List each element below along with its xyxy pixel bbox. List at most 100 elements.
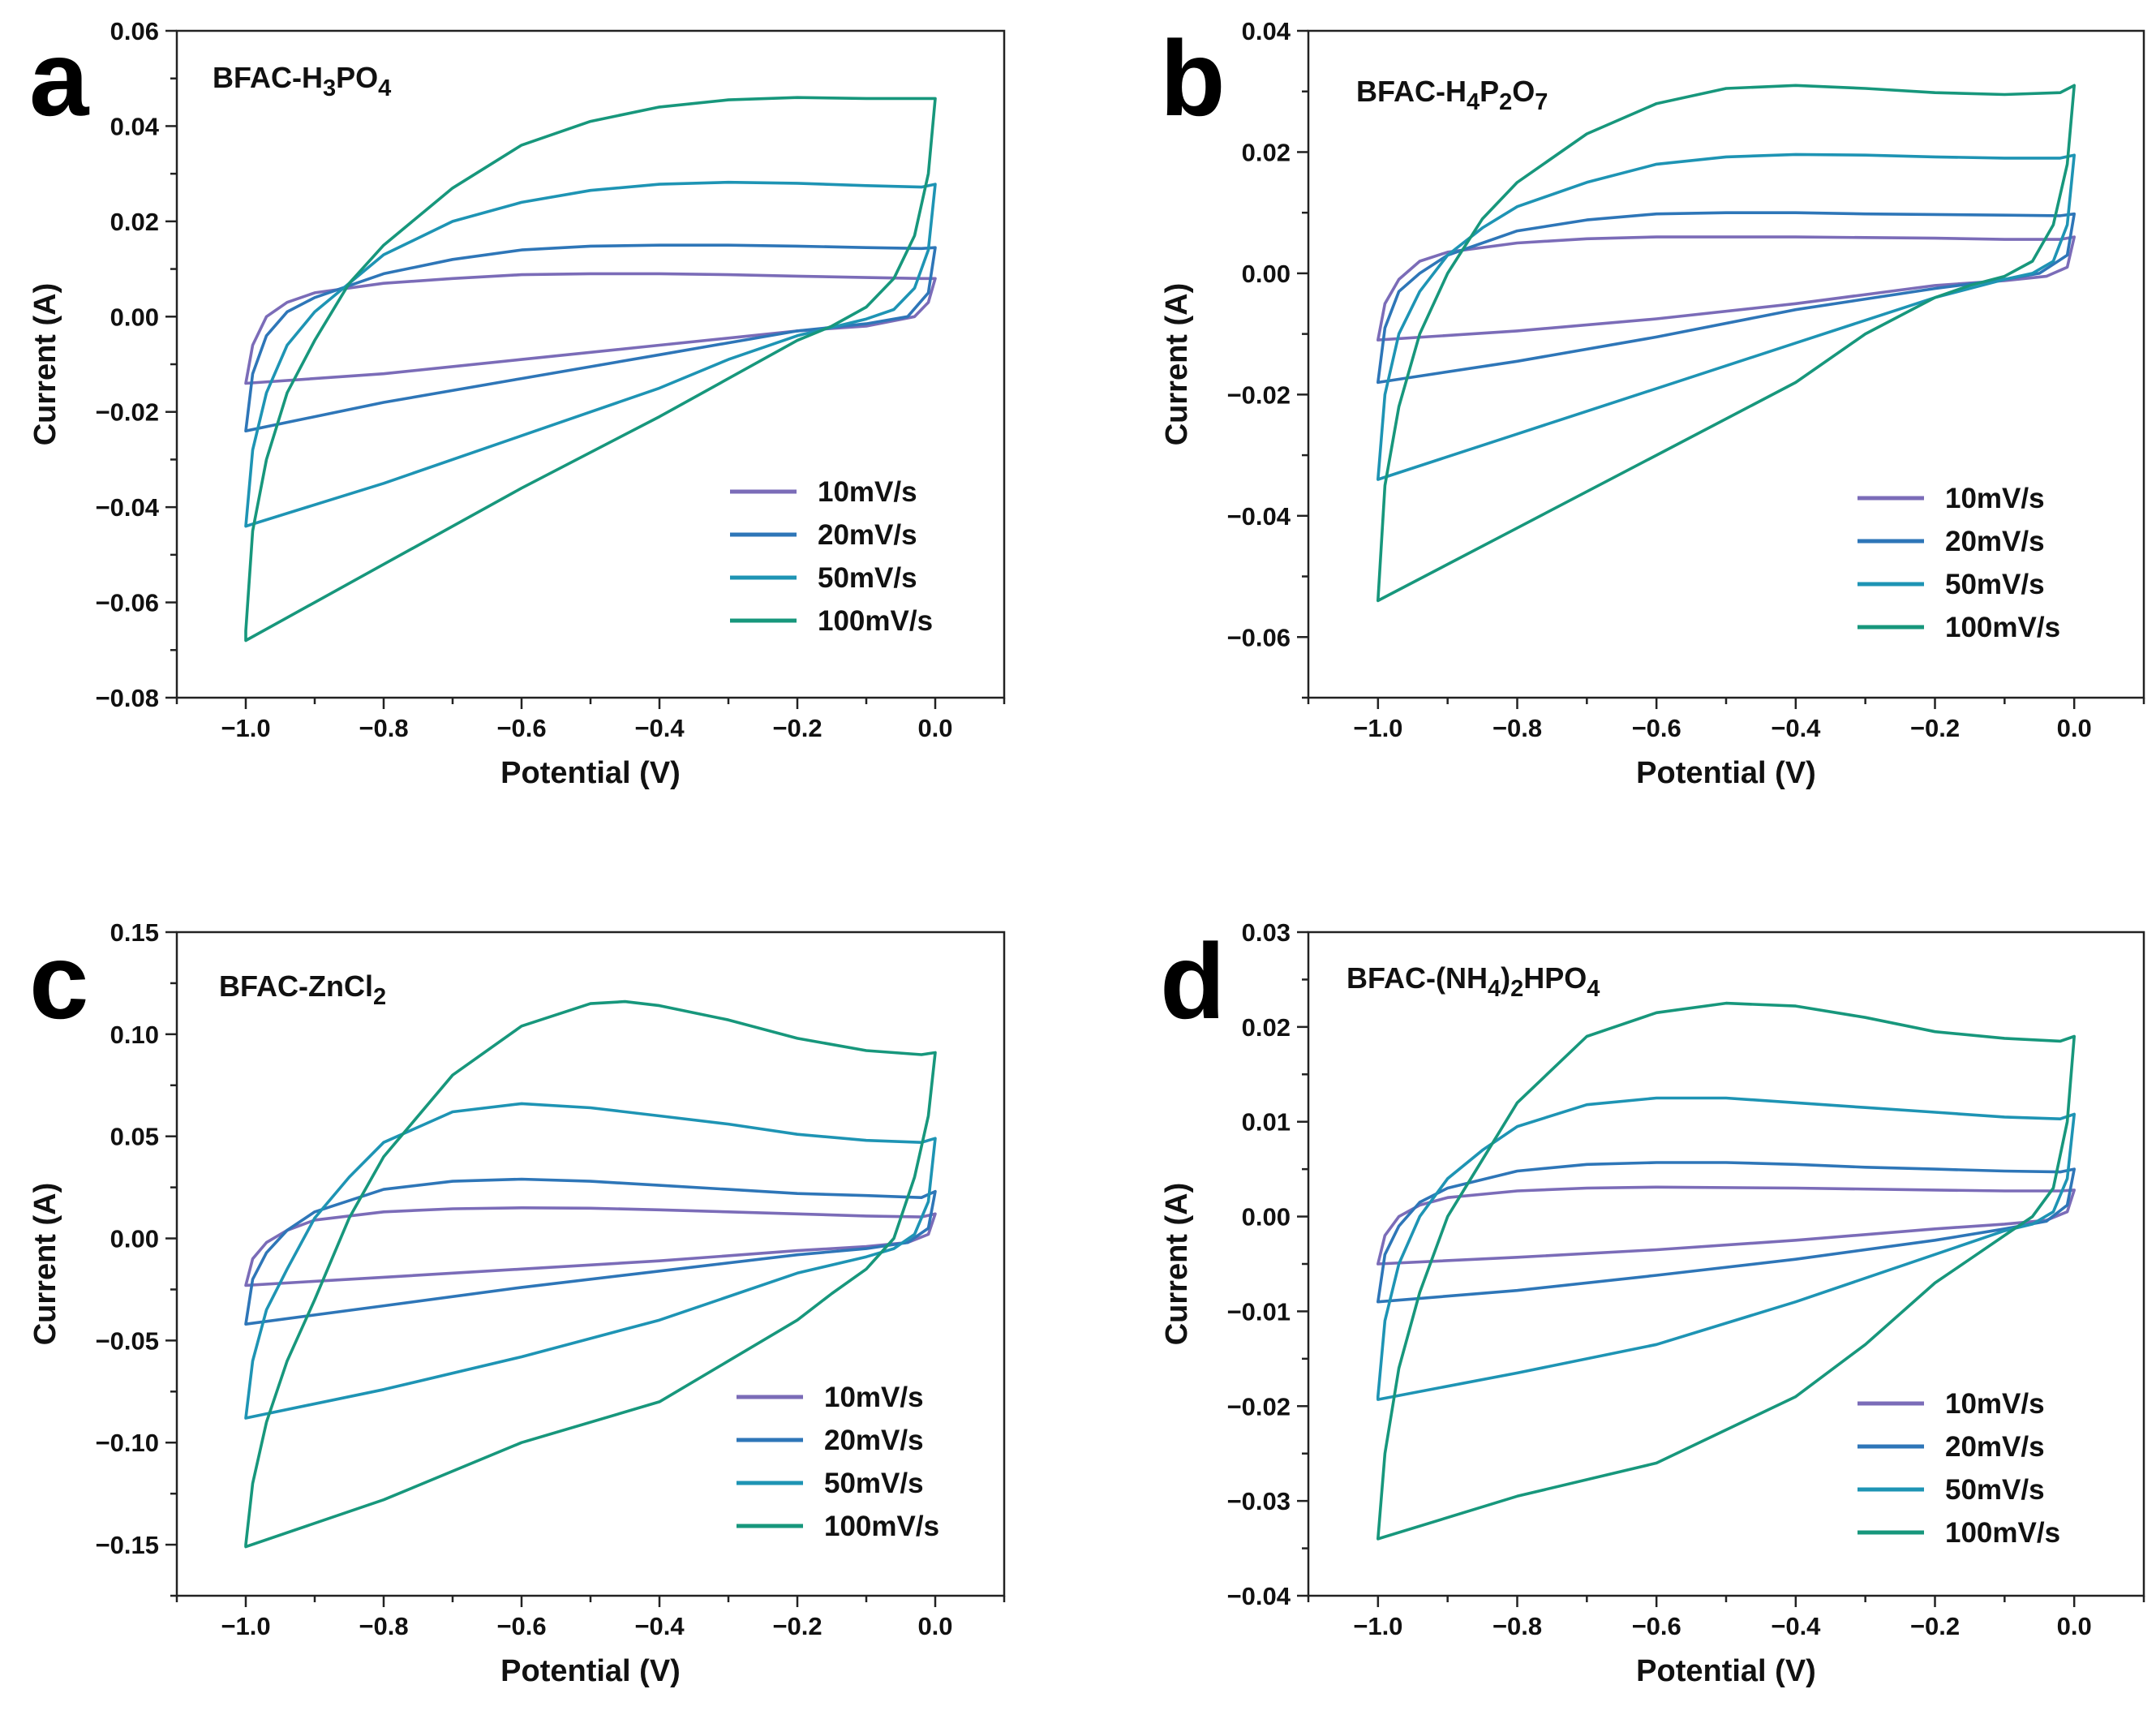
legend-label: 20mV/s (824, 1425, 924, 1456)
panel-letter: d (1160, 922, 1226, 1041)
x-axis-title: Potential (V) (500, 756, 681, 790)
x-tick-label: −0.8 (1492, 1612, 1542, 1640)
y-axis-title: Current (A) (28, 283, 62, 446)
legend-label: 20mV/s (818, 519, 917, 551)
x-tick-label: −0.4 (634, 714, 685, 742)
cv-curve-10mV-s (244, 1206, 937, 1287)
y-tick-label: 0.01 (1242, 1108, 1291, 1137)
panel-d: −1.0 −0.8 −0.6 −0.4 −0.2 0.0 −0.04 −0.03 −0.02 −0… (1160, 918, 2145, 1688)
title-segment: BFAC-(NH (1346, 961, 1488, 995)
cv-curve-100mV-s (244, 999, 937, 1549)
y-tick-label: 0.03 (1242, 918, 1291, 947)
title-subscript: 7 (1535, 89, 1548, 115)
y-tick-label: 0.06 (110, 17, 159, 45)
legend-label: 50mV/s (818, 562, 917, 594)
y-axis-title: Current (A) (1160, 283, 1194, 446)
chart-title: BFAC-H3PO4 (213, 61, 391, 101)
y-tick-label: −0.04 (1227, 1582, 1291, 1610)
cv-curve-100mV-s (1376, 84, 2076, 603)
y-tick-label: −0.04 (96, 493, 160, 522)
legend-label: 50mV/s (824, 1468, 924, 1499)
y-tick-label: 0.10 (110, 1021, 159, 1049)
y-tick-label: −0.04 (1227, 502, 1291, 531)
x-tick-label: −1.0 (221, 714, 270, 742)
x-tick-label: −0.4 (634, 1612, 685, 1640)
y-tick-label: −0.02 (1227, 1392, 1291, 1421)
y-tick-label: −0.05 (96, 1326, 159, 1355)
y-tick-label: 0.15 (110, 918, 159, 947)
cv-curve-100mV-s (244, 96, 937, 643)
legend-label: 50mV/s (1945, 569, 2045, 600)
y-tick-label: 0.00 (1242, 260, 1291, 288)
y-tick-label: 0.02 (1242, 1013, 1291, 1042)
legend: 10mV/s 20mV/s 50mV/s 100mV/s (737, 1382, 939, 1542)
x-tick-label: −0.2 (1910, 1612, 1960, 1640)
legend-label: 20mV/s (1945, 1431, 2045, 1463)
x-tick-label: −0.6 (1632, 1612, 1681, 1640)
legend-label: 10mV/s (1945, 483, 2045, 514)
x-tick-label: −1.0 (221, 1612, 270, 1640)
title-segment: BFAC-ZnCl (219, 969, 373, 1003)
title-subscript: 2 (1510, 976, 1523, 1002)
y-tick-label: −0.15 (96, 1531, 159, 1559)
x-axis-title: Potential (V) (1636, 756, 1816, 790)
x-tick-label: −0.2 (772, 1612, 822, 1640)
y-tick-label: 0.04 (1242, 17, 1291, 45)
x-tick-label: 0.0 (2057, 1612, 2092, 1640)
y-tick-label: 0.00 (110, 1225, 159, 1253)
title-subscript: 4 (378, 75, 391, 101)
y-tick-label: −0.03 (1227, 1487, 1291, 1515)
legend-label: 100mV/s (824, 1511, 939, 1542)
y-tick-label: 0.02 (110, 208, 159, 236)
legend-label: 20mV/s (1945, 526, 2045, 557)
legend-label: 100mV/s (818, 605, 933, 637)
legend-label: 10mV/s (824, 1382, 924, 1413)
y-tick-label: −0.06 (96, 589, 159, 617)
title-subscript: 4 (1488, 976, 1501, 1002)
x-tick-label: 0.0 (2057, 714, 2092, 742)
cv-curve-20mV-s (244, 1177, 937, 1326)
y-axis-title: Current (A) (28, 1183, 62, 1346)
panel-a: −1.0 −0.8 −0.6 −0.4 −0.2 0.0 −0.08 −0.06 −0.04 −0… (28, 17, 1006, 790)
cv-curve-20mV-s (1376, 211, 2076, 385)
y-tick-label: 0.00 (1242, 1203, 1291, 1231)
x-axis-title: Potential (V) (500, 1654, 681, 1688)
y-tick-label: −0.08 (96, 684, 159, 712)
y-tick-label: 0.04 (110, 112, 160, 140)
title-segment: P (1480, 75, 1499, 108)
legend: 10mV/s 20mV/s 50mV/s 100mV/s (730, 476, 933, 637)
y-tick-label: −0.10 (96, 1429, 159, 1457)
y-tick-label: 0.05 (110, 1123, 159, 1151)
y-axis-title: Current (A) (1160, 1183, 1194, 1346)
legend-label: 10mV/s (1945, 1388, 2045, 1420)
x-tick-label: −0.4 (1771, 714, 1821, 742)
x-tick-label: 0.0 (917, 714, 952, 742)
legend: 10mV/s 20mV/s 50mV/s 100mV/s (1858, 1388, 2060, 1549)
cv-curve-10mV-s (244, 272, 937, 385)
cv-curve-20mV-s (244, 243, 937, 432)
title-segment: ) (1501, 961, 1510, 995)
panel-letter: b (1160, 19, 1226, 138)
y-tick-label: −0.02 (96, 398, 159, 427)
x-tick-label: −0.6 (496, 1612, 546, 1640)
title-subscript: 2 (1499, 89, 1512, 115)
panel-letter: a (29, 19, 90, 138)
x-tick-label: −1.0 (1353, 1612, 1402, 1640)
x-tick-label: 0.0 (917, 1612, 952, 1640)
title-subscript: 4 (1587, 976, 1600, 1002)
title-subscript: 3 (323, 75, 336, 101)
x-tick-label: −0.8 (359, 714, 408, 742)
title-subscript: 4 (1467, 89, 1480, 115)
panel-letter: c (29, 922, 88, 1041)
title-segment: PO (336, 61, 378, 94)
y-tick-label: −0.02 (1227, 380, 1291, 409)
cv-curve-50mV-s (244, 180, 937, 528)
x-tick-label: −0.2 (1910, 714, 1960, 742)
legend: 10mV/s 20mV/s 50mV/s 100mV/s (1858, 483, 2060, 643)
title-segment: BFAC-H (1356, 75, 1467, 108)
panel-b: −1.0 −0.8 −0.6 −0.4 −0.2 0.0 −0.06 −0.04 −0.02 0.… (1160, 17, 2145, 790)
panel-c: −1.0 −0.8 −0.6 −0.4 −0.2 0.0 −0.15 −0.10 −0.05 0.… (28, 918, 1006, 1688)
cv-curve-10mV-s (1376, 1185, 2076, 1266)
y-tick-label: −0.06 (1227, 623, 1291, 651)
x-tick-label: −0.8 (359, 1612, 408, 1640)
